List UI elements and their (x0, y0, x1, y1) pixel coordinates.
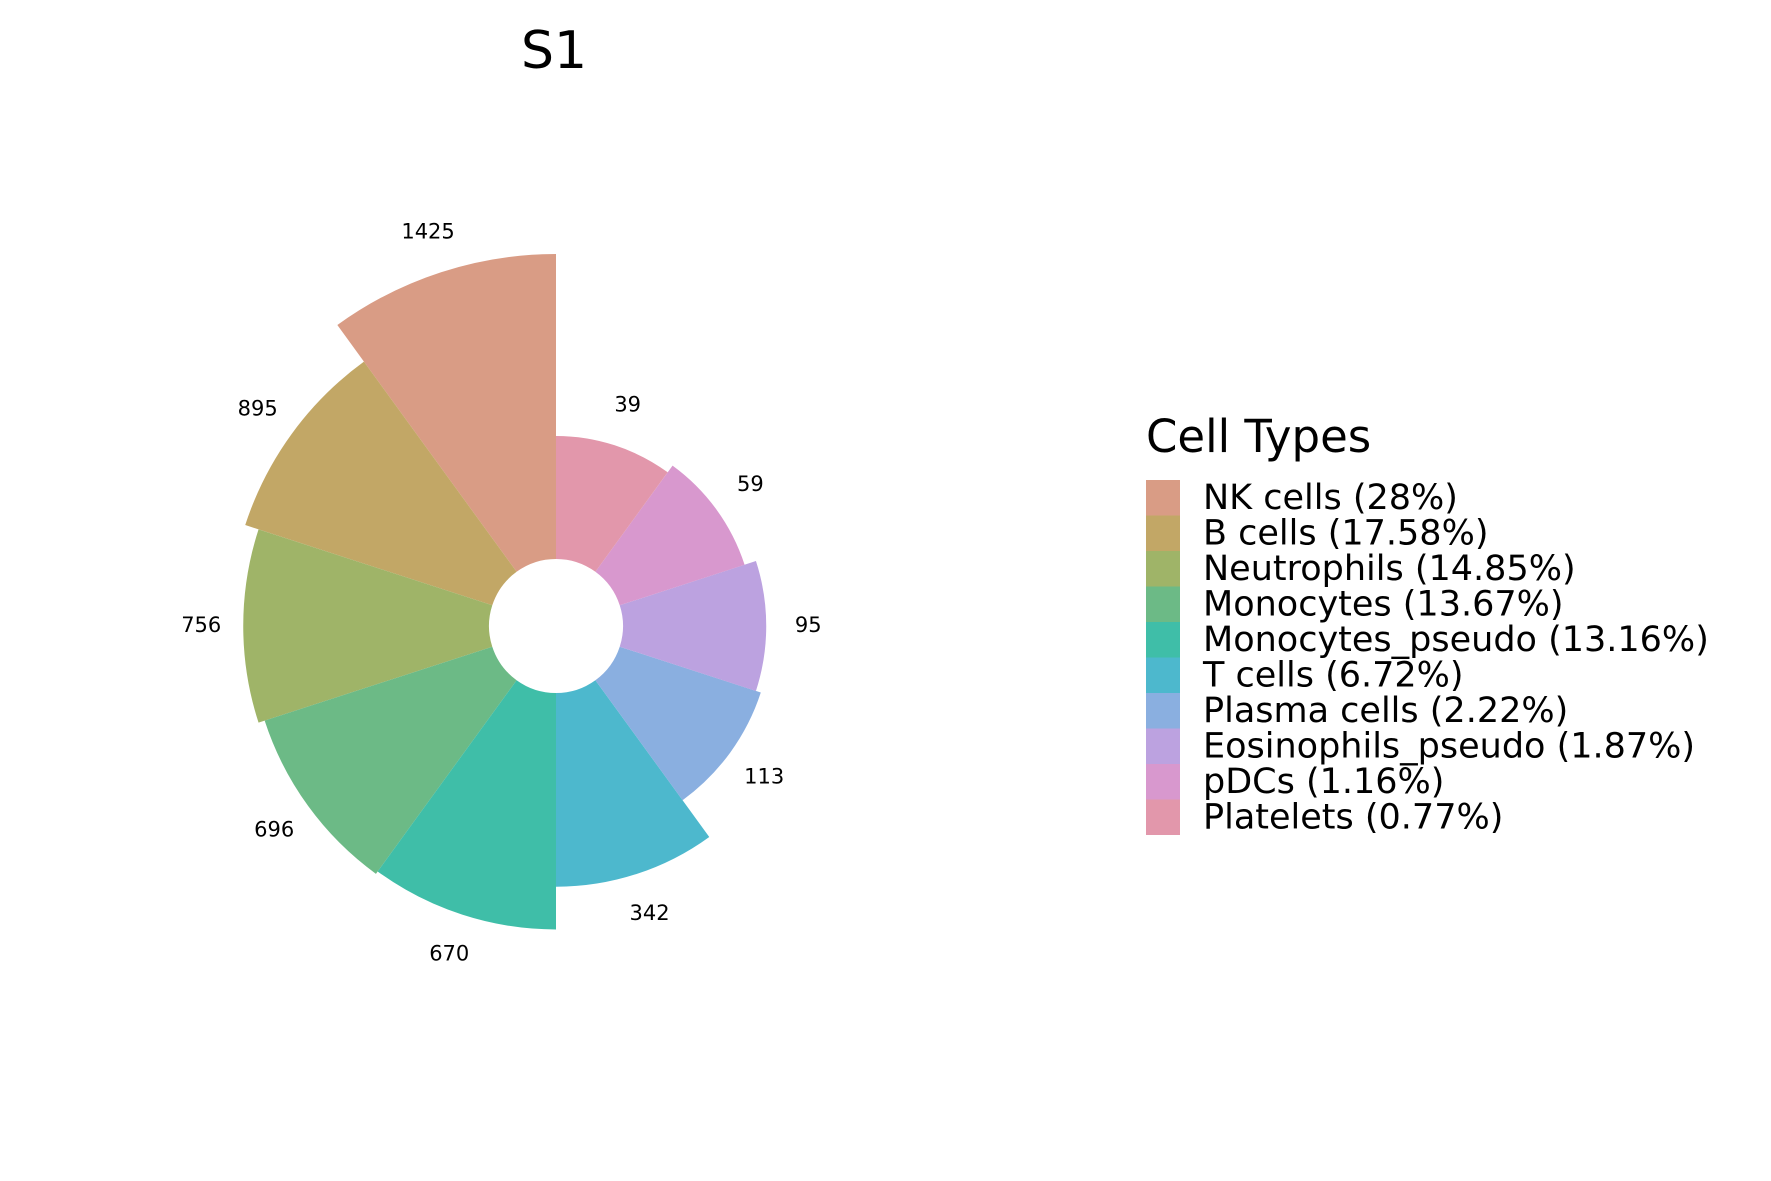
bar-t-cells (556, 680, 710, 887)
legend-swatch (1146, 586, 1180, 622)
value-label: 95 (795, 613, 822, 637)
value-label: 670 (429, 942, 469, 966)
value-label: 39 (614, 392, 641, 416)
legend-label: Eosinophils_pseudo (1.87%) (1203, 726, 1695, 766)
bar-platelets (556, 436, 668, 572)
bar-monocytes (264, 646, 517, 874)
bar-plasma-cells (595, 646, 761, 801)
bar-pdcs (595, 465, 745, 606)
value-label: 696 (254, 818, 294, 842)
value-label: 59 (737, 472, 764, 496)
bar-nk-cells (337, 254, 556, 572)
bar-eosinophils-pseudo (619, 561, 767, 691)
legend-swatch (1146, 764, 1180, 800)
legend-label: pDCs (1.16%) (1203, 762, 1444, 802)
legend-items: NK cells (28%)B cells (17.58%)Neutrophil… (1146, 478, 1709, 837)
legend-label: B cells (17.58%) (1203, 513, 1489, 553)
legend-label: Monocytes (13.67%) (1203, 584, 1564, 624)
bar-neutrophils (243, 529, 493, 723)
value-labels: 1425 895 756 696 670 342 113 95 59 39 (181, 219, 821, 965)
legend-swatch (1146, 728, 1180, 764)
value-label: 1425 (401, 219, 454, 243)
legend-swatch (1146, 515, 1180, 551)
value-label: 342 (630, 901, 670, 925)
chart-title: S1 (521, 21, 587, 81)
legend-swatch (1146, 480, 1180, 516)
legend-title: Cell Types (1146, 410, 1371, 463)
polar-bars (243, 254, 767, 930)
legend-swatch (1146, 657, 1180, 693)
bar-monocytes-pseudo (377, 680, 556, 930)
legend-swatch (1146, 551, 1180, 587)
bar-b-cells (245, 361, 517, 606)
value-label: 756 (181, 613, 221, 637)
legend: Cell Types NK cells (28%)B cells (17.58%… (1146, 410, 1709, 837)
legend-label: Plasma cells (2.22%) (1203, 691, 1568, 731)
legend-label: T cells (6.72%) (1202, 655, 1464, 695)
value-label: 113 (744, 764, 784, 788)
legend-label: Neutrophils (14.85%) (1203, 549, 1576, 589)
value-label: 895 (238, 396, 278, 420)
legend-label: Platelets (0.77%) (1203, 797, 1503, 837)
legend-swatch (1146, 799, 1180, 835)
legend-swatch (1146, 693, 1180, 729)
legend-label: NK cells (28%) (1203, 478, 1458, 518)
legend-label: Monocytes_pseudo (13.16%) (1203, 620, 1709, 660)
legend-swatch (1146, 622, 1180, 658)
